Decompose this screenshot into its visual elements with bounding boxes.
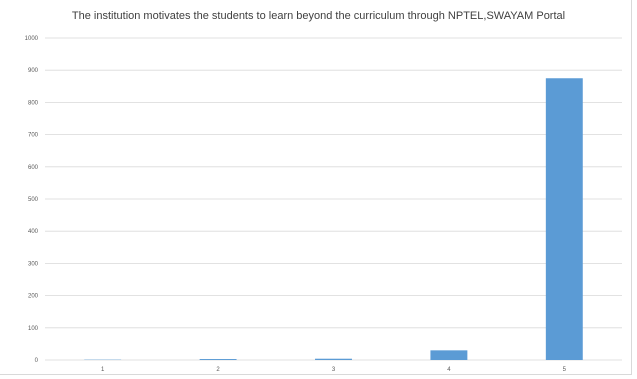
y-tick-label: 200 — [28, 294, 39, 300]
bars — [84, 78, 583, 360]
y-tick-label: 0 — [35, 358, 39, 364]
y-tick-label: 700 — [28, 133, 39, 139]
bar-2 — [199, 359, 237, 360]
x-tick-label: 1 — [101, 367, 105, 373]
chart-title: The institution motivates the students t… — [71, 10, 566, 22]
y-tick-label: 300 — [28, 261, 39, 267]
y-tick-label: 1000 — [25, 36, 39, 42]
y-tick-label: 100 — [28, 326, 39, 332]
x-axis-tick-labels: 1 2 3 4 5 — [101, 367, 567, 373]
y-tick-label: 500 — [28, 197, 39, 203]
y-tick-label: 600 — [28, 165, 39, 171]
bar-3 — [315, 358, 352, 360]
y-axis-tick-labels: 0 100 200 300 400 500 600 700 800 900 1000 — [25, 36, 39, 364]
x-tick-label: 4 — [447, 367, 451, 373]
gridlines — [45, 37, 622, 361]
x-tick-label: 3 — [332, 367, 336, 373]
bar-5 — [545, 78, 583, 360]
x-tick-label: 2 — [216, 367, 220, 373]
y-tick-label: 400 — [28, 229, 39, 235]
x-tick-label: 5 — [563, 367, 567, 373]
bar-4 — [430, 350, 468, 360]
y-tick-label: 800 — [28, 100, 39, 106]
y-tick-label: 900 — [28, 68, 39, 74]
